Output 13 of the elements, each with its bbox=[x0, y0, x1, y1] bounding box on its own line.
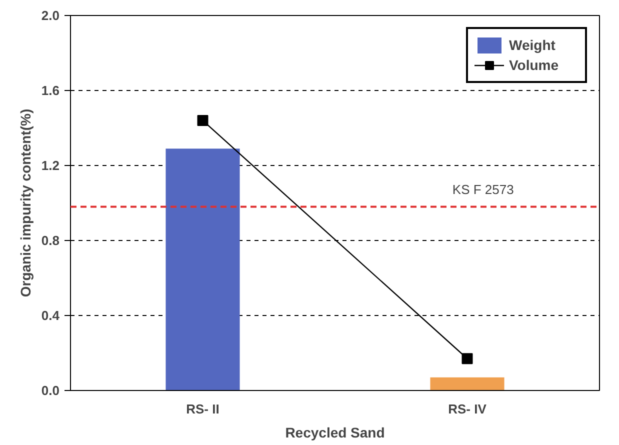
y-tick-label: 1.2 bbox=[41, 158, 60, 173]
y-tick-label: 0.8 bbox=[41, 233, 60, 248]
y-axis-title: Organic impurity content(%) bbox=[17, 108, 34, 298]
legend-label: Volume bbox=[509, 57, 560, 73]
ref-line-label: KS F 2573 bbox=[452, 182, 514, 197]
x-tick-label: RS- II bbox=[186, 402, 220, 416]
y-tick-label: 0.4 bbox=[41, 308, 60, 323]
y-tick-label: 1.6 bbox=[41, 83, 60, 98]
x-axis-title: Recycled Sand bbox=[285, 424, 385, 440]
y-tick-label: 2.0 bbox=[41, 8, 60, 23]
x-tick-label: RS- IV bbox=[448, 402, 487, 416]
y-tick-label: 0.0 bbox=[41, 383, 60, 398]
legend-label: Weight bbox=[509, 37, 556, 53]
